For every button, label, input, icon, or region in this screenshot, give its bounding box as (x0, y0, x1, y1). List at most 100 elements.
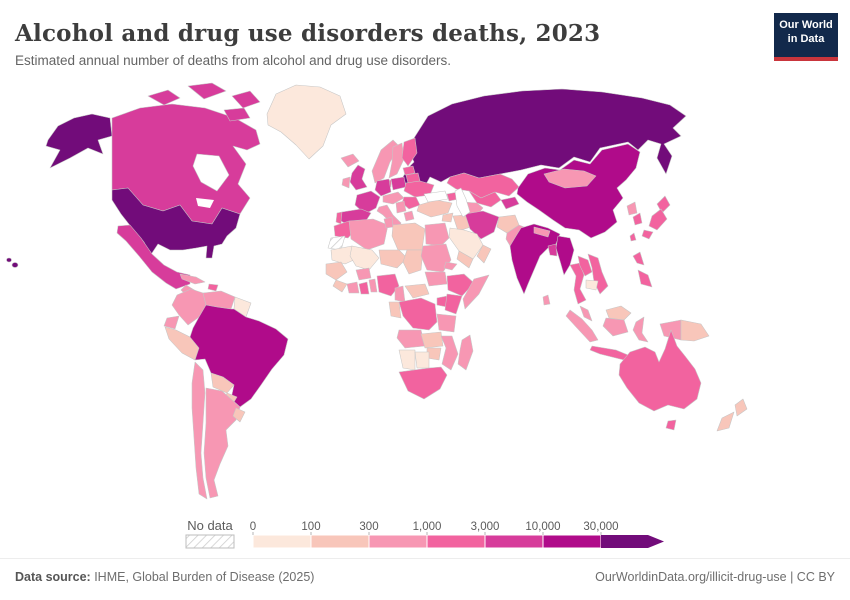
country-drc[interactable] (398, 297, 438, 331)
country-south-korea[interactable] (632, 212, 643, 226)
country-philippines[interactable] (637, 269, 653, 288)
country-chile[interactable] (191, 361, 208, 500)
country-south-africa[interactable] (398, 366, 448, 400)
country-argentina[interactable] (203, 387, 241, 499)
country-namibia[interactable] (398, 349, 416, 371)
country-alaska[interactable] (45, 113, 113, 169)
country-oman[interactable] (476, 244, 492, 264)
owid-logo[interactable]: Our World in Data (774, 13, 838, 61)
country-uk[interactable] (349, 164, 368, 191)
country-kyrgyzstan-tajikistan[interactable] (500, 196, 520, 210)
legend-no-data-swatch[interactable] (185, 534, 235, 549)
country-philippines[interactable] (632, 251, 645, 266)
country-madagascar[interactable] (457, 334, 474, 371)
country-mexico[interactable] (116, 224, 191, 290)
country-kalimantan[interactable] (602, 317, 629, 337)
country-ivory-coast[interactable] (346, 281, 360, 294)
country-canada-island[interactable] (223, 107, 251, 122)
country-mali[interactable] (349, 245, 380, 271)
country-central-african-republic[interactable] (404, 283, 430, 299)
country-tasmania[interactable] (665, 419, 677, 431)
country-uruguay[interactable] (232, 407, 246, 423)
country-taiwan[interactable] (629, 232, 637, 242)
country-china[interactable] (516, 143, 641, 239)
country-japan[interactable] (648, 208, 668, 231)
country-niger[interactable] (378, 249, 408, 269)
country-nepal[interactable] (533, 226, 551, 238)
country-cameroon[interactable] (394, 285, 406, 303)
country-algeria[interactable] (348, 218, 389, 251)
country-canada-island[interactable] (147, 89, 181, 106)
legend-bin[interactable] (368, 534, 428, 549)
country-ecuador[interactable] (163, 315, 180, 330)
country-kenya[interactable] (444, 293, 463, 315)
legend-bin[interactable] (542, 534, 602, 549)
credit-link[interactable]: OurWorldinData.org/illicit-drug-use | CC… (595, 570, 835, 584)
country-australia[interactable] (618, 329, 702, 412)
country-greece[interactable] (403, 210, 415, 222)
country-balkans[interactable] (395, 200, 407, 214)
country-cuba[interactable] (179, 273, 206, 285)
country-central-europe[interactable] (382, 191, 405, 205)
country-new-zealand[interactable] (716, 411, 735, 432)
country-sumatra[interactable] (565, 309, 599, 343)
country-ireland[interactable] (341, 176, 351, 189)
country-ghana[interactable] (358, 281, 370, 295)
country-java[interactable] (589, 345, 629, 361)
country-mozambique[interactable] (440, 335, 459, 371)
country-hawaii[interactable] (11, 262, 19, 268)
country-baltics[interactable] (402, 165, 416, 176)
legend-bin[interactable] (484, 534, 544, 549)
country-malaysia[interactable] (579, 305, 593, 322)
country-papua-new-guinea[interactable] (680, 319, 710, 342)
country-tanzania[interactable] (436, 313, 457, 333)
country-egypt[interactable] (424, 222, 450, 247)
country-sulawesi[interactable] (632, 316, 649, 343)
country-new-zealand[interactable] (734, 398, 748, 417)
country-south-sudan[interactable] (424, 271, 448, 287)
country-yemen[interactable] (456, 250, 474, 269)
legend-bin[interactable] (252, 534, 312, 549)
country-libya[interactable] (391, 222, 426, 251)
country-zambia[interactable] (420, 331, 444, 349)
country-sweden[interactable] (388, 142, 405, 179)
country-brazil[interactable] (189, 304, 289, 408)
legend-bin[interactable] (310, 534, 370, 549)
country-finland[interactable] (401, 137, 418, 167)
country-angola[interactable] (396, 329, 426, 349)
country-iran[interactable] (464, 210, 500, 240)
country-eritrea[interactable] (443, 261, 458, 271)
legend-bin-open-ended[interactable] (601, 535, 664, 548)
country-kazakhstan[interactable] (446, 172, 520, 199)
country-sri-lanka[interactable] (542, 294, 551, 306)
country-iceland[interactable] (340, 153, 360, 168)
country-bangladesh[interactable] (547, 243, 558, 257)
country-burkina-faso[interactable] (355, 267, 372, 281)
country-senegal[interactable] (325, 261, 348, 281)
country-hawaii[interactable] (6, 257, 12, 263)
country-canada-island[interactable] (187, 82, 227, 100)
country-poland[interactable] (390, 176, 407, 191)
country-cambodia[interactable] (585, 279, 599, 291)
country-germany[interactable] (374, 178, 392, 197)
country-india[interactable] (509, 223, 561, 295)
country-myanmar[interactable] (555, 235, 575, 276)
country-guinea[interactable] (332, 279, 348, 293)
country-borneo-malaysia[interactable] (605, 305, 632, 321)
country-syria[interactable] (441, 212, 454, 223)
country-vietnam[interactable] (587, 253, 609, 295)
country-botswana[interactable] (414, 351, 430, 369)
country-congo-gabon[interactable] (388, 301, 402, 319)
country-greenland[interactable] (266, 84, 347, 160)
country-laos[interactable] (577, 255, 593, 277)
country-france[interactable] (354, 190, 381, 215)
country-saudi-arabia[interactable] (448, 227, 484, 260)
legend-bin[interactable] (426, 534, 486, 549)
country-somalia[interactable] (462, 274, 490, 310)
country-canada-island[interactable] (231, 90, 261, 109)
country-benin-togo[interactable] (368, 278, 378, 293)
country-north-korea[interactable] (626, 201, 638, 216)
country-japan[interactable] (641, 229, 654, 240)
country-mongolia[interactable] (543, 168, 597, 189)
country-chad[interactable] (402, 249, 424, 275)
